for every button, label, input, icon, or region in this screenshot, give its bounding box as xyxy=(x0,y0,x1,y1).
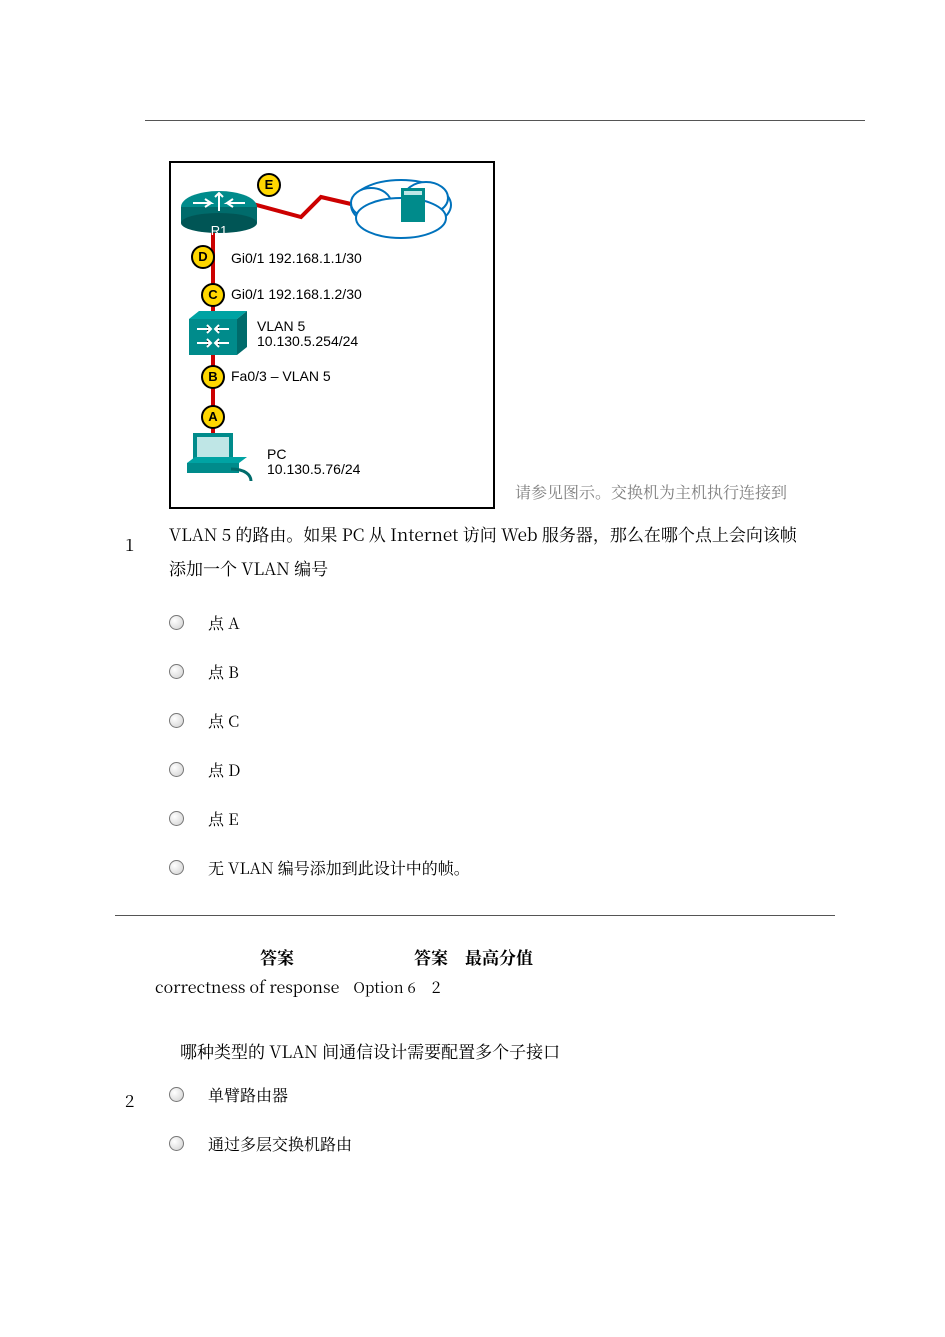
badge-c: C xyxy=(201,283,225,307)
q1-option[interactable]: 点 D xyxy=(169,758,885,781)
question-1-number: 1 xyxy=(125,161,149,556)
badge-e: E xyxy=(257,173,281,197)
question-1-text-l1: VLAN 5 的路由。如果 PC 从 Internet 访问 Web 服务器，那… xyxy=(169,521,797,546)
q1-option-label: 无 VLAN 编号添加到此设计中的帧。 xyxy=(208,856,470,879)
pc-icon xyxy=(187,433,251,481)
answer-table: 答案 答案 最高分值 correctness of response Optio… xyxy=(155,944,900,998)
network-diagram: R1 xyxy=(169,161,495,509)
label-pc-l1: PC xyxy=(267,446,286,462)
answer-row-max: 2 xyxy=(432,975,441,998)
badge-d: D xyxy=(191,245,215,269)
question-2: 哪种类型的 VLAN 间通信设计需要配置多个子接口 2 单臂路由器 通过多层交换… xyxy=(125,1038,885,1181)
router-label: R1 xyxy=(211,223,228,238)
diagram-row: R1 xyxy=(169,161,885,509)
answer-row-answer: Option 6 xyxy=(353,977,415,998)
cloud-icon xyxy=(351,180,451,238)
label-pc-l2: 10.130.5.76/24 xyxy=(267,461,360,477)
q1-option-label: 点 B xyxy=(208,660,239,683)
q2-option[interactable]: 通过多层交换机路由 xyxy=(169,1132,885,1155)
question-1-body: R1 xyxy=(169,161,885,905)
diagram-caption: 请参见图示。交换机为主机执行连接到 xyxy=(515,480,787,509)
radio-icon[interactable] xyxy=(169,811,184,826)
answer-row: correctness of response Option 6 2 xyxy=(155,975,900,998)
label-switch-upif: Gi0/1 192.168.1.2/30 xyxy=(231,287,362,302)
top-rule xyxy=(145,120,865,121)
label-switch-vlan-l2: 10.130.5.254/24 xyxy=(257,333,358,349)
question-1-text-l2: 添加一个 VLAN 编号 xyxy=(169,555,328,580)
answer-row-label: correctness of response xyxy=(155,975,339,998)
radio-icon[interactable] xyxy=(169,1136,184,1151)
question-2-number: 2 xyxy=(125,1083,149,1112)
page: 1 xyxy=(0,0,945,1241)
q2-option-label: 单臂路由器 xyxy=(208,1083,288,1106)
label-switch-downif: Fa0/3 – VLAN 5 xyxy=(231,369,331,384)
question-1: 1 xyxy=(125,161,885,905)
question-2-text: 哪种类型的 VLAN 间通信设计需要配置多个子接口 xyxy=(180,1038,885,1063)
badge-a: A xyxy=(201,405,225,429)
radio-icon[interactable] xyxy=(169,664,184,679)
question-1-text: VLAN 5 的路由。如果 PC 从 Internet 访问 Web 服务器，那… xyxy=(169,517,885,585)
radio-icon[interactable] xyxy=(169,860,184,875)
q1-option[interactable]: 点 E xyxy=(169,807,885,830)
label-switch-vlan-l1: VLAN 5 xyxy=(257,318,305,334)
q1-option-label: 点 C xyxy=(208,709,239,732)
q1-option[interactable]: 点 A xyxy=(169,611,885,634)
q1-option[interactable]: 点 C xyxy=(169,709,885,732)
q1-option-label: 点 A xyxy=(208,611,240,634)
label-switch-vlan: VLAN 5 10.130.5.254/24 xyxy=(257,319,358,350)
radio-icon[interactable] xyxy=(169,1087,184,1102)
router-icon: R1 xyxy=(181,191,257,238)
q1-option[interactable]: 无 VLAN 编号添加到此设计中的帧。 xyxy=(169,856,885,879)
answer-header-3: 最高分值 xyxy=(465,944,533,969)
q2-option[interactable]: 单臂路由器 xyxy=(169,1083,885,1106)
q1-option-label: 点 E xyxy=(208,807,239,830)
answer-header-1: 答案 xyxy=(260,944,294,969)
q1-option[interactable]: 点 B xyxy=(169,660,885,683)
badge-b: B xyxy=(201,365,225,389)
divider-rule xyxy=(115,915,835,916)
answer-header-2: 答案 xyxy=(414,944,448,969)
radio-icon[interactable] xyxy=(169,713,184,728)
q2-option-label: 通过多层交换机路由 xyxy=(208,1132,352,1155)
label-router-if: Gi0/1 192.168.1.1/30 xyxy=(231,251,362,266)
answer-header: 答案 答案 最高分值 xyxy=(260,944,900,969)
radio-icon[interactable] xyxy=(169,762,184,777)
switch-icon xyxy=(189,311,247,355)
q1-option-label: 点 D xyxy=(208,758,240,781)
radio-icon[interactable] xyxy=(169,615,184,630)
label-pc: PC 10.130.5.76/24 xyxy=(267,447,360,478)
